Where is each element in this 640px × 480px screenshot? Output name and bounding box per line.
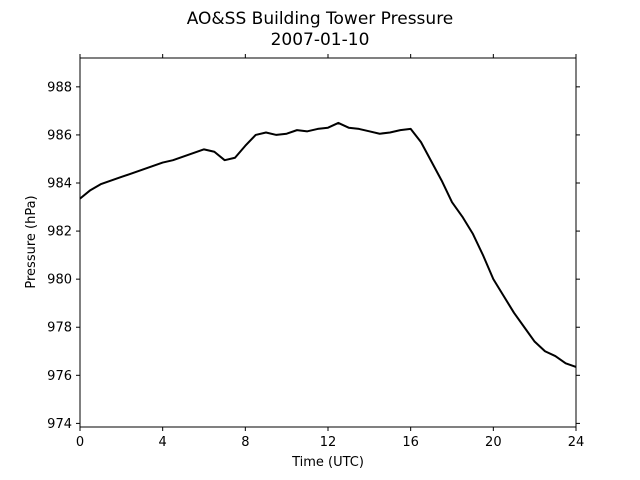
y-tick-label: 980 xyxy=(47,273,72,288)
y-axis-label: Pressure (hPa) xyxy=(24,195,39,288)
chart-title: AO&SS Building Tower Pressure xyxy=(187,9,454,29)
x-tick-label: 0 xyxy=(76,435,84,450)
x-tick-label: 20 xyxy=(485,435,502,450)
x-axis-label: Time (UTC) xyxy=(291,455,364,470)
y-tick-label: 982 xyxy=(47,225,72,240)
pressure-series-line xyxy=(79,121,577,368)
y-tick-label: 988 xyxy=(47,80,72,95)
x-tick-label: 8 xyxy=(241,435,249,450)
x-tick-label: 12 xyxy=(320,435,337,450)
y-tick-label: 974 xyxy=(47,417,72,432)
x-tick-label: 4 xyxy=(159,435,167,450)
y-tick-label: 986 xyxy=(47,128,72,143)
x-tick-label: 24 xyxy=(568,435,585,450)
y-tick-label: 978 xyxy=(47,321,72,336)
y-tick-label: 984 xyxy=(47,177,72,192)
x-tick-label: 16 xyxy=(402,435,419,450)
y-tick-label: 976 xyxy=(47,369,72,384)
plot-frame xyxy=(79,57,577,428)
chart-subtitle: 2007-01-10 xyxy=(271,30,370,50)
